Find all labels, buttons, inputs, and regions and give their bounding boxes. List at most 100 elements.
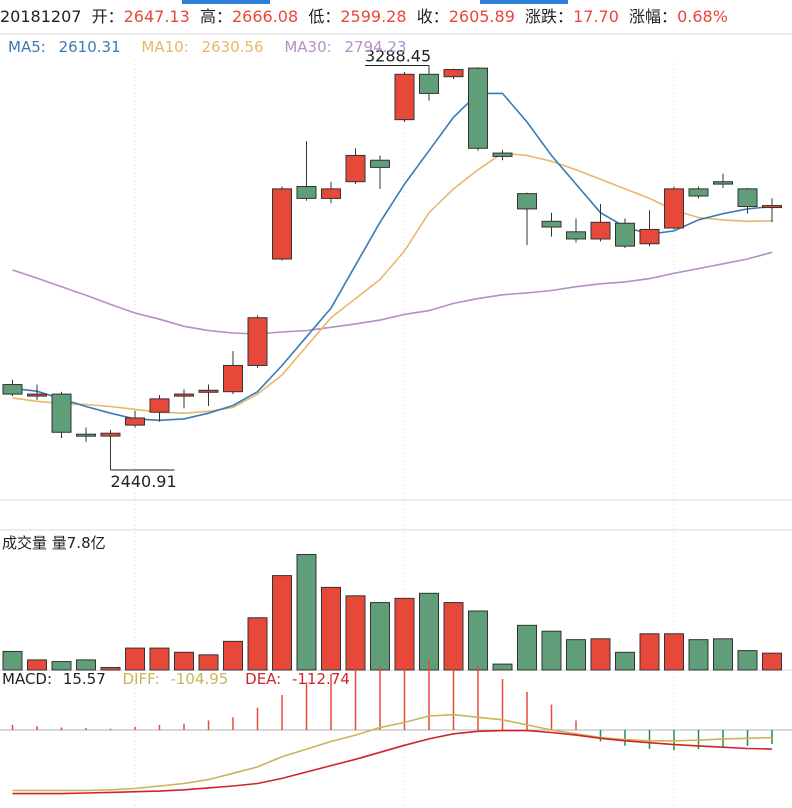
candle-body-13 <box>321 188 341 199</box>
candle-body-12 <box>296 185 317 199</box>
change-value: 17.70 <box>573 7 619 26</box>
volume-bar-24 <box>590 638 611 671</box>
volume-bar-14 <box>345 595 366 671</box>
volume-bar-19 <box>468 610 488 671</box>
candle-body-8 <box>198 389 219 393</box>
macd-legend-item: MACD: 15.57 <box>2 670 112 688</box>
candle-body-18 <box>443 69 464 78</box>
volume-bar-31 <box>762 652 782 671</box>
volume-bar-2 <box>51 661 72 671</box>
candle-body-28 <box>688 188 709 197</box>
diff-legend-item: DIFF: -104.95 <box>123 670 235 688</box>
ma30-value: 2794.23 <box>344 38 407 56</box>
volume-bar-1 <box>27 659 47 671</box>
ma-legend: MA5: 2610.31 MA10: 2630.56 MA30: 2794.23 <box>8 38 423 56</box>
dea-line <box>12 729 773 795</box>
candle-body-24 <box>590 221 611 240</box>
candle-body-4 <box>100 432 121 437</box>
candle-body-3 <box>76 433 96 437</box>
candle-body-14 <box>345 154 366 183</box>
high-label: 高： <box>194 7 232 26</box>
ma5-value: 2610.31 <box>58 38 121 56</box>
diff-value: -104.95 <box>170 670 229 688</box>
candle-body-15 <box>370 159 390 168</box>
low-value: 2599.28 <box>340 7 407 26</box>
ma5-label: MA5: <box>8 38 46 56</box>
ma5-line <box>12 92 773 422</box>
candle-body-7 <box>174 393 194 397</box>
candle-body-26 <box>639 228 660 245</box>
candle-body-21 <box>517 193 537 210</box>
max-price-label: 3288.45 <box>365 47 431 66</box>
volume-bar-15 <box>370 602 390 671</box>
volume-bar-20 <box>492 663 513 671</box>
dea-legend-item: DEA: -112.74 <box>245 670 356 688</box>
ma30-line <box>12 251 773 335</box>
volume-bar-30 <box>737 650 758 671</box>
candle-body-23 <box>566 231 586 240</box>
volume-bar-7 <box>174 651 194 671</box>
candle-body-0 <box>2 384 23 395</box>
volume-bar-21 <box>517 624 537 671</box>
volume-title: 成交量 量7.8亿 <box>2 534 106 552</box>
candle-body-2 <box>51 393 72 433</box>
volume-bar-27 <box>664 633 684 671</box>
candle-body-6 <box>149 398 170 413</box>
candle-body-31 <box>762 205 782 209</box>
ma10-line <box>12 152 773 415</box>
diff-label: DIFF: <box>122 670 160 688</box>
candle-body-27 <box>664 188 684 229</box>
volume-bar-17 <box>419 592 439 671</box>
volume-bar-8 <box>198 654 219 671</box>
candle-body-25 <box>615 222 635 247</box>
volume-bar-26 <box>639 633 660 671</box>
ma10-value: 2630.56 <box>201 38 264 56</box>
volume-bar-3 <box>76 659 96 671</box>
candle-body-20 <box>492 152 513 157</box>
ma10-legend: MA10: 2630.56 <box>141 38 271 56</box>
candle-body-10 <box>247 317 268 366</box>
candle-body-29 <box>713 181 733 185</box>
candle-body-22 <box>541 220 562 228</box>
dea-label: DEA: <box>245 670 282 688</box>
change-label: 涨跌： <box>519 7 574 26</box>
volume-bar-9 <box>223 640 243 671</box>
candle-body-19 <box>468 67 488 149</box>
pct-value: 0.68% <box>677 7 728 26</box>
macd-label: MACD: <box>2 670 53 688</box>
volume-bar-18 <box>443 602 464 671</box>
volume-bar-6 <box>149 647 170 671</box>
candle-body-11 <box>272 188 292 260</box>
candle-body-1 <box>27 393 47 397</box>
dea-value: -112.74 <box>292 670 350 688</box>
close-label: 收： <box>411 7 449 26</box>
volume-bar-16 <box>394 597 415 671</box>
ma5-legend: MA5: 2610.31 <box>8 38 129 56</box>
tab-marker-1 <box>182 0 270 4</box>
header-date: 20181207 <box>0 7 82 26</box>
macd-legend: MACD: 15.57 DIFF: -104.95 DEA: -112.74 <box>2 670 362 688</box>
candle-body-5 <box>125 417 145 426</box>
volume-bar-4 <box>100 666 121 671</box>
volume-bar-29 <box>713 638 733 671</box>
tab-marker-2 <box>480 0 568 4</box>
volume-bar-13 <box>321 586 341 671</box>
min-price-label: 2440.91 <box>111 472 177 491</box>
volume-bar-28 <box>688 639 709 671</box>
volume-bar-23 <box>566 639 586 671</box>
close-value: 2605.89 <box>448 7 515 26</box>
candle-body-9 <box>223 364 243 393</box>
candle-body-16 <box>394 73 415 121</box>
low-label: 低： <box>303 7 341 26</box>
open-value: 2647.13 <box>123 7 190 26</box>
volume-bar-10 <box>247 617 268 671</box>
ma30-legend: MA30: 2794.23 <box>284 38 414 56</box>
macd-value: 15.57 <box>62 670 106 688</box>
ma10-label: MA10: <box>141 38 189 56</box>
volume-bar-22 <box>541 630 562 671</box>
pct-label: 涨幅： <box>623 7 678 26</box>
diff-line <box>12 713 773 792</box>
panel-tab-markers <box>0 0 792 4</box>
ohlc-header: 20181207 开：2647.13 高：2666.08 低：2599.28 收… <box>0 0 792 34</box>
